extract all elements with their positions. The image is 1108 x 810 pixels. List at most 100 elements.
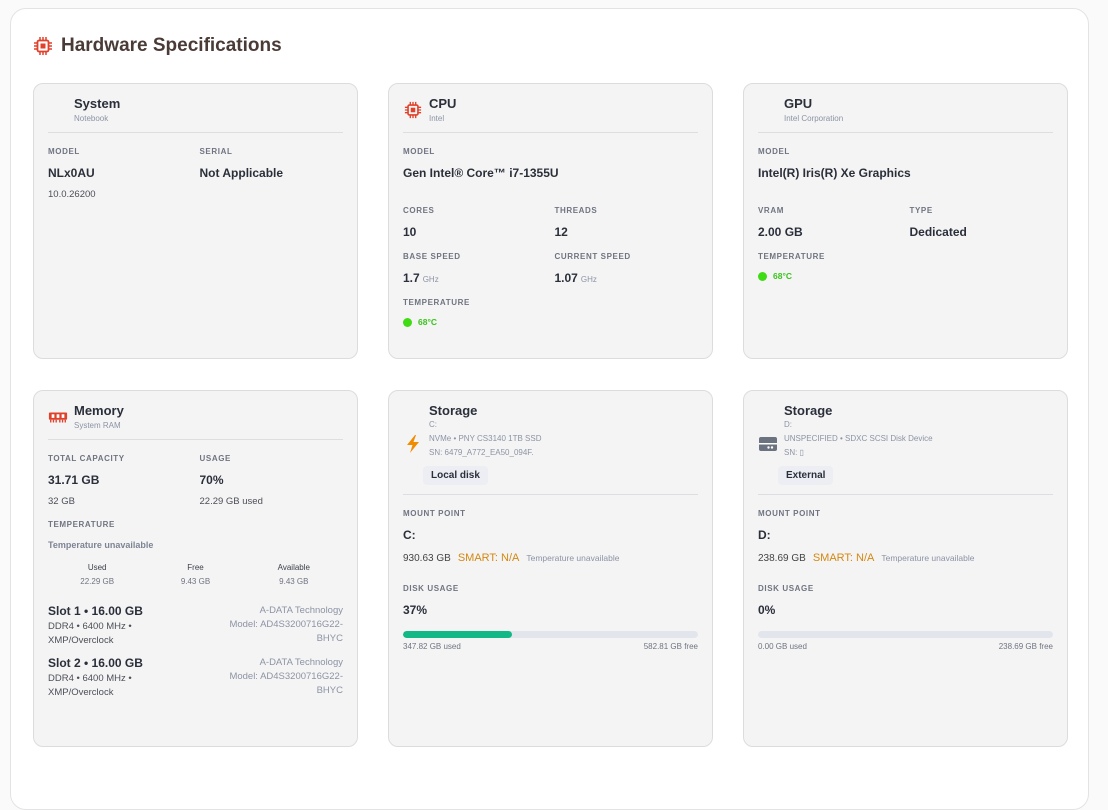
chip-core — [40, 43, 46, 49]
field: TOTAL CAPACITY 31.71 GB 32 GB — [48, 454, 192, 507]
field: TYPE Dedicated — [910, 206, 1054, 239]
stat-label: Used — [87, 563, 107, 572]
header-text: CPU Intel — [429, 96, 456, 123]
field-row: TEMPERATURE 68°C — [403, 298, 698, 327]
field-label: MODEL — [48, 147, 80, 156]
card-subtitle: Intel — [429, 114, 445, 123]
field-row: MODEL Gen Intel® Core™ i7-1355U — [403, 147, 698, 180]
header-text: GPU Intel Corporation — [784, 96, 843, 123]
card: GPU Intel Corporation MODEL Intel(R) Iris(R… — [743, 83, 1068, 359]
ram-icon — [56, 413, 60, 418]
field: TEMPERATURE 68°C — [758, 252, 1053, 281]
used: 0.00 GB used — [758, 642, 807, 651]
slot-detail: DDR4 • 6400 MHz • XMP/Overclock — [48, 621, 132, 646]
ram-icon — [50, 419, 66, 422]
card-header: Memory System RAM — [48, 403, 343, 440]
page-title: Hardware Specifications — [61, 35, 282, 56]
field-label: USAGE — [199, 454, 231, 463]
field-label: CORES — [403, 206, 435, 215]
temperature: Temperature unavailable — [881, 553, 975, 563]
icon — [48, 100, 68, 120]
field-value: 1.07 GHz — [555, 271, 699, 285]
slot-vendor: A-DATA Technology — [259, 657, 343, 668]
field-row: MODEL Intel(R) Iris(R) Xe Graphics — [758, 147, 1053, 180]
field-label: MOUNT POINT — [403, 509, 466, 518]
capacity-line: 238.69 GB SMART: N/A Temperature unavailab… — [758, 552, 1053, 564]
temperature-value: 68°C — [418, 317, 437, 327]
slot-title: Slot 1 • 16.00 GB — [48, 604, 143, 618]
field-label: CURRENT SPEED — [554, 252, 631, 261]
free: 582.81 GB free — [643, 642, 698, 651]
usage-footer: 0.00 GB used 238.69 GB free — [758, 642, 1053, 651]
card: CPU Intel MODEL Gen Intel® Core™ i7-1355U CO… — [388, 83, 713, 359]
memory-slot: Slot 1 • 16.00 GB DDR4 • 6400 MHz • XMP/O… — [48, 604, 343, 648]
usage-bar — [403, 631, 513, 638]
field-value: 10 — [403, 225, 547, 239]
value: 1.7 — [403, 271, 420, 285]
field-value: 1.7 GHz — [403, 271, 547, 285]
stat-label: Available — [277, 563, 310, 572]
field-row: TOTAL CAPACITY 31.71 GB 32 GB USAGE 70% 22.29… — [48, 454, 343, 507]
unit: GHz — [580, 275, 597, 284]
field-label: TEMPERATURE — [758, 252, 825, 261]
drive-letter: D: — [784, 420, 792, 429]
value: 2.00 GB — [758, 225, 803, 239]
temperature: 68°C — [403, 317, 698, 327]
card-header: System Notebook — [48, 96, 343, 133]
field-label: MOUNT POINT — [758, 509, 821, 518]
card-title: System — [74, 96, 121, 111]
stat-label: Free — [187, 563, 204, 572]
header-text: Storage D: UNSPECIFIED • SDXC SCSI Disk De… — [778, 403, 933, 485]
field-row: MODEL NLx0AU 10.0.26200 SERIAL Not Applicabl… — [48, 147, 343, 200]
field-label: SERIAL — [199, 147, 233, 156]
field-row: VRAM 2.00 GB TYPE Dedicated — [758, 206, 1053, 239]
memory-slot: Slot 2 • 16.00 GB DDR4 • 6400 MHz • XMP/O… — [48, 656, 343, 700]
icon — [403, 434, 423, 454]
slot-detail: DDR4 • 6400 MHz • XMP/Overclock — [48, 673, 132, 698]
field-value: Not Applicable — [200, 166, 344, 180]
card-header: Storage D: UNSPECIFIED • SDXC SCSI Disk De… — [758, 403, 1053, 495]
serial: SN: 6479_A772_EA50_094F. — [429, 448, 534, 457]
serial: SN: ▯ — [784, 448, 804, 457]
capacity-line: 930.63 GB SMART: N/A Temperature unavailab… — [403, 552, 698, 564]
stat: Available 9.43 GB — [245, 563, 343, 586]
header-text: Memory System RAM — [74, 403, 124, 430]
value: Intel(R) Iris(R) Xe Graphics — [758, 166, 911, 180]
memory-stats: Used 22.29 GB Free 9.43 GB Available 9.43 GB — [48, 563, 343, 586]
field: BASE SPEED 1.7 GHz — [403, 252, 547, 285]
usage-track — [403, 631, 698, 638]
drive-icon — [770, 446, 774, 449]
smart-status: SMART: N/A — [812, 552, 875, 564]
field-value: 2.00 GB — [758, 225, 902, 239]
capacity: 238.69 GB — [758, 553, 806, 564]
field-label: TEMPERATURE — [48, 520, 115, 529]
field: VRAM 2.00 GB — [758, 206, 902, 239]
value: Not Applicable — [199, 166, 284, 180]
card: Storage D: UNSPECIFIED • SDXC SCSI Disk De… — [743, 390, 1068, 747]
card-header: Storage C: NVMe • PNY CS3140 1TB SSD SN: 64… — [403, 403, 698, 495]
badge: External — [778, 466, 834, 485]
field-row: TEMPERATURE 68°C — [758, 252, 1053, 281]
value: 70% — [199, 473, 224, 487]
ram-icon — [51, 413, 55, 418]
field-label: TYPE — [909, 206, 933, 215]
chip-body — [36, 39, 50, 53]
smart-status: SMART: N/A — [457, 552, 520, 564]
field: TEMPERATURE 68°C — [403, 298, 698, 327]
slot-left: Slot 1 • 16.00 GB DDR4 • 6400 MHz • XMP/O… — [48, 604, 168, 648]
temperature: 68°C — [758, 271, 1053, 281]
value: 12 — [554, 225, 568, 239]
field: TEMPERATURE Temperature unavailable — [48, 520, 343, 550]
muted-value: Temperature unavailable — [48, 540, 154, 550]
stat: Used 22.29 GB — [48, 563, 146, 586]
stat-value: 9.43 GB — [279, 577, 309, 586]
capacity: 930.63 GB — [403, 553, 451, 564]
ram-icon — [48, 411, 68, 422]
card-subtitle: Notebook — [74, 114, 109, 123]
unit: GHz — [422, 275, 439, 284]
usage-percent: 37% — [403, 603, 428, 617]
usage-track — [758, 631, 1053, 638]
card: System Notebook MODEL NLx0AU 10.0.26200 SERIA… — [33, 83, 358, 359]
header-text: Storage C: NVMe • PNY CS3140 1TB SSD SN: 64… — [423, 403, 541, 485]
drive-icon — [767, 446, 770, 449]
